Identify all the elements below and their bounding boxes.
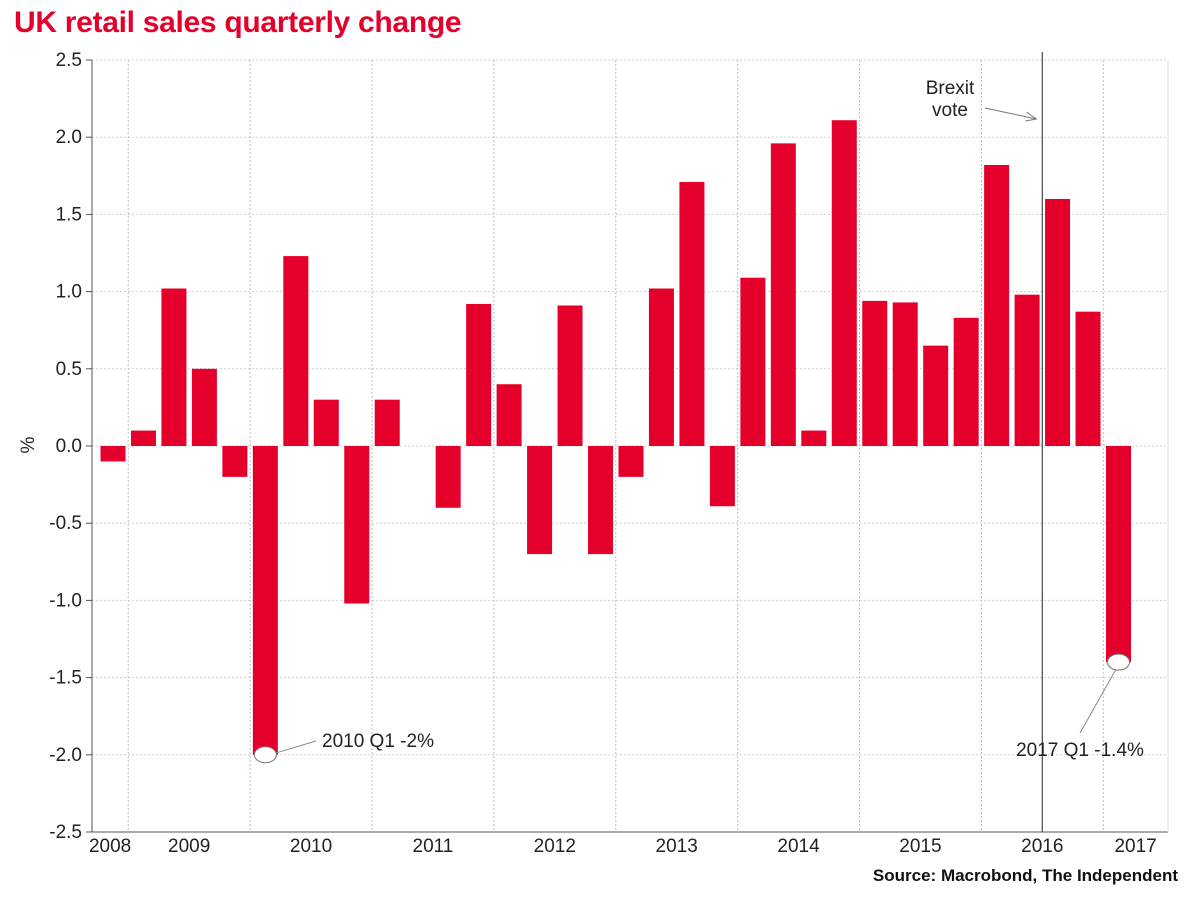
- bar: [679, 181, 705, 446]
- x-tick-label: 2015: [899, 836, 941, 857]
- bar: [374, 399, 400, 446]
- bar: [831, 120, 857, 446]
- x-tick-label: 2013: [656, 836, 698, 857]
- bar: [588, 446, 614, 555]
- x-tick-label: 2009: [168, 836, 210, 857]
- y-tick-label: 0.5: [56, 359, 82, 380]
- y-tick-label: 1.5: [56, 204, 82, 225]
- bar: [130, 430, 156, 446]
- bar: [648, 288, 674, 446]
- bar: [1106, 446, 1131, 663]
- bar: [313, 399, 339, 446]
- y-tick-label: 1.0: [56, 282, 82, 303]
- annotation-leader-2010q1: [276, 740, 317, 754]
- chart-title: UK retail sales quarterly change: [14, 6, 462, 39]
- bar: [344, 446, 370, 604]
- annotation-leader-2017q1: [1079, 669, 1116, 734]
- y-tick-label: -1.0: [49, 590, 82, 611]
- bar: [527, 446, 553, 555]
- x-tick-label: 2010: [290, 836, 332, 857]
- bar: [709, 446, 735, 507]
- y-tick-label: 2.0: [56, 127, 82, 148]
- bar: [1075, 311, 1101, 446]
- x-tick-label: 2016: [1021, 836, 1063, 857]
- bar: [222, 446, 248, 477]
- x-tick-label: 2011: [413, 836, 454, 857]
- brexit-label-line1: Brexit: [926, 78, 975, 99]
- x-tick-label: 2012: [534, 836, 576, 857]
- bar: [953, 317, 979, 446]
- axes: 2.5 2.0 1.5 1.0 0.5 0.0 -0.5 -1.0 -1.5 -2.0 -2.5 20…: [49, 50, 1169, 857]
- bar: [1014, 294, 1040, 446]
- y-tick-label: -2.0: [49, 745, 82, 766]
- bar: [435, 446, 461, 508]
- bars: [100, 120, 1131, 755]
- brexit-arrowhead: [1025, 111, 1038, 122]
- source-note: Source: Macrobond, The Independent: [872, 866, 1178, 885]
- bar: [1045, 198, 1071, 446]
- bar: [984, 164, 1010, 446]
- bar: [923, 345, 949, 446]
- y-tick-label: -2.5: [49, 822, 82, 843]
- bar: [252, 446, 278, 755]
- bar: [801, 430, 827, 446]
- bar: [618, 446, 644, 477]
- x-tick-label: 2017: [1114, 836, 1156, 857]
- annotation-marker-2010q1: [253, 746, 277, 764]
- brexit-arrow: [984, 107, 1037, 120]
- y-tick-label: 2.5: [56, 50, 82, 71]
- annotation-label-2010q1: 2010 Q1 -2%: [322, 731, 434, 752]
- bar: [892, 302, 918, 446]
- brexit-label-line2: vote: [932, 100, 968, 121]
- bar: [862, 300, 888, 446]
- y-tick-label: 0.0: [56, 436, 82, 457]
- bar: [191, 368, 217, 446]
- bar: [100, 446, 126, 462]
- bar: [740, 277, 766, 446]
- annotation-label-2017q1: 2017 Q1 -1.4%: [1016, 740, 1144, 761]
- bar: [161, 288, 187, 446]
- bar: [770, 143, 796, 446]
- x-tick-label: 2008: [89, 836, 131, 857]
- bar: [466, 303, 492, 446]
- annotation-marker-2017q1: [1107, 653, 1130, 671]
- bar: [496, 384, 522, 446]
- y-axis-label: %: [18, 436, 39, 453]
- bar: [557, 305, 583, 446]
- x-tick-label: 2014: [777, 836, 820, 857]
- bar: [283, 256, 309, 446]
- y-tick-label: -0.5: [49, 513, 82, 534]
- y-tick-label: -1.5: [49, 668, 82, 689]
